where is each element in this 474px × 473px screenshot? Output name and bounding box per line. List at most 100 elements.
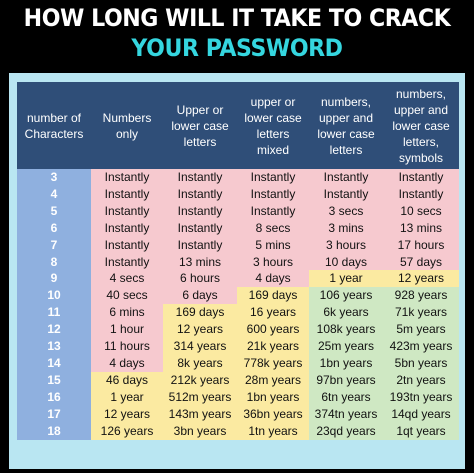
crack-time-cell: 8 secs xyxy=(237,219,309,237)
crack-time-cell: 106 years xyxy=(309,287,383,305)
char-count-cell: 10 xyxy=(17,287,91,305)
crack-time-cell: 778k years xyxy=(237,354,309,372)
crack-time-cell: 28m years xyxy=(237,371,309,389)
crack-time-cell: 143m years xyxy=(163,405,237,423)
char-count-cell: 7 xyxy=(17,236,91,254)
crack-time-cell: Instantly xyxy=(163,169,237,186)
crack-time-cell: 3 hours xyxy=(309,236,383,254)
crack-time-cell: 1bn years xyxy=(237,388,309,406)
crack-time-cell: 314 years xyxy=(163,338,237,355)
crack-time-cell: 13 mins xyxy=(383,219,459,237)
crack-time-cell: 193tn years xyxy=(383,388,459,406)
crack-time-cell: Instantly xyxy=(237,202,309,220)
crack-time-cell: 1 year xyxy=(91,388,163,406)
crack-time-cell: 6 mins xyxy=(91,304,163,322)
crack-time-cell: 25m years xyxy=(309,338,383,355)
crack-time-cell: 57 days xyxy=(383,253,459,271)
crack-time-cell: 4 days xyxy=(237,270,309,288)
crack-time-cell: 13 mins xyxy=(163,253,237,271)
table-row: 10 40 secs 6 days 169 days 106 years 928 year… xyxy=(17,287,459,305)
page-title: HOW LONG WILL IT TAKE TO CRACK xyxy=(23,4,451,32)
crack-time-cell: Instantly xyxy=(91,236,163,254)
crack-time-cell: 5bn years xyxy=(383,354,459,372)
table-row: 12 1 hour 12 years 600 years 108k years 5m ye… xyxy=(17,321,459,339)
crack-time-cell: 1bn years xyxy=(309,354,383,372)
crack-time-cell: 1tn years xyxy=(237,422,309,440)
crack-time-cell: Instantly xyxy=(91,169,163,186)
crack-time-cell: 600 years xyxy=(237,321,309,339)
table-row: 14 4 days 8k years 778k years 1bn years 5bn y… xyxy=(17,354,459,372)
crack-time-cell: 21k years xyxy=(237,338,309,355)
char-count-cell: 17 xyxy=(17,405,91,423)
char-count-cell: 8 xyxy=(17,253,91,271)
crack-time-cell: 17 hours xyxy=(383,236,459,254)
crack-time-cell: 126 years xyxy=(91,422,163,440)
char-count-cell: 16 xyxy=(17,388,91,406)
crack-time-cell: 6 hours xyxy=(163,270,237,288)
crack-time-cell: 46 days xyxy=(91,371,163,389)
char-count-cell: 3 xyxy=(17,169,91,186)
table-row: 15 46 days 212k years 28m years 97bn years 2t… xyxy=(17,371,459,389)
table-row: 17 12 years 143m years 36bn years 374tn year… xyxy=(17,405,459,423)
crack-time-cell: 71k years xyxy=(383,304,459,322)
crack-time-cell: 10 secs xyxy=(383,202,459,220)
crack-time-cell: 12 years xyxy=(163,321,237,339)
crack-time-cell: 23qd years xyxy=(309,422,383,440)
header-characters: number of Characters xyxy=(17,82,91,169)
crack-time-cell: Instantly xyxy=(237,169,309,186)
crack-time-cell: 374tn years xyxy=(309,405,383,423)
crack-time-cell: 36bn years xyxy=(237,405,309,423)
crack-time-cell: 16 years xyxy=(237,304,309,322)
crack-time-cell: 3bn years xyxy=(163,422,237,440)
crack-time-cell: Instantly xyxy=(163,236,237,254)
table-row: 7 Instantly Instantly 5 mins 3 hours 17 hours xyxy=(17,236,459,254)
page-header: HOW LONG WILL IT TAKE TO CRACK YOUR PASS… xyxy=(0,0,474,70)
char-count-cell: 5 xyxy=(17,202,91,220)
header-upper-lower-mixed: upper or lower case letters mixed xyxy=(237,82,309,169)
crack-time-cell: 1 hour xyxy=(91,321,163,339)
crack-time-cell: Instantly xyxy=(163,185,237,203)
crack-time-cell: 3 mins xyxy=(309,219,383,237)
char-count-cell: 6 xyxy=(17,219,91,237)
char-count-cell: 4 xyxy=(17,185,91,203)
crack-time-cell: Instantly xyxy=(91,219,163,237)
char-count-cell: 12 xyxy=(17,321,91,339)
crack-time-cell: Instantly xyxy=(91,185,163,203)
table-row: 3 Instantly Instantly Instantly Instantly Ins… xyxy=(17,169,459,186)
table-row: 4 Instantly Instantly Instantly Instantly Ins… xyxy=(17,185,459,203)
crack-time-cell: Instantly xyxy=(237,185,309,203)
header-numbers-letters: numbers, upper and lower case letters xyxy=(309,82,383,169)
crack-time-cell: 2tn years xyxy=(383,371,459,389)
table-row: 5 Instantly Instantly Instantly 3 secs 10 sec… xyxy=(17,202,459,220)
crack-time-cell: 1 year xyxy=(309,270,383,288)
crack-time-cell: 10 days xyxy=(309,253,383,271)
crack-time-cell: Instantly xyxy=(383,185,459,203)
crack-time-cell: Instantly xyxy=(91,202,163,220)
crack-time-cell: 928 years xyxy=(383,287,459,305)
crack-time-cell: 169 days xyxy=(237,287,309,305)
crack-time-cell: Instantly xyxy=(163,202,237,220)
table-row: 18 126 years 3bn years 1tn years 23qd years 1… xyxy=(17,422,459,440)
crack-time-cell: Instantly xyxy=(309,185,383,203)
table-row: 16 1 year 512m years 1bn years 6tn years 193t… xyxy=(17,388,459,406)
table-header-row: number of Characters Numbers only Upper … xyxy=(17,82,459,169)
crack-time-cell: 6tn years xyxy=(309,388,383,406)
char-count-cell: 13 xyxy=(17,338,91,355)
crack-time-cell: 108k years xyxy=(309,321,383,339)
crack-time-cell: 40 secs xyxy=(91,287,163,305)
crack-time-cell: 1qt years xyxy=(383,422,459,440)
crack-time-cell: 12 years xyxy=(91,405,163,423)
crack-time-cell: 14qd years xyxy=(383,405,459,423)
header-upper-or-lower: Upper or lower case letters xyxy=(163,82,237,169)
crack-time-cell: 4 secs xyxy=(91,270,163,288)
crack-time-cell: 11 hours xyxy=(91,338,163,355)
header-numbers-letters-symbols: numbers, upper and lower case letters, s… xyxy=(383,82,459,169)
crack-time-cell: 3 hours xyxy=(237,253,309,271)
crack-time-cell: Instantly xyxy=(91,253,163,271)
crack-time-cell: 512m years xyxy=(163,388,237,406)
crack-time-cell: 6k years xyxy=(309,304,383,322)
crack-time-cell: Instantly xyxy=(309,169,383,186)
table-row: 8 Instantly 13 mins 3 hours 10 days 57 days xyxy=(17,253,459,271)
crack-time-cell: 3 secs xyxy=(309,202,383,220)
